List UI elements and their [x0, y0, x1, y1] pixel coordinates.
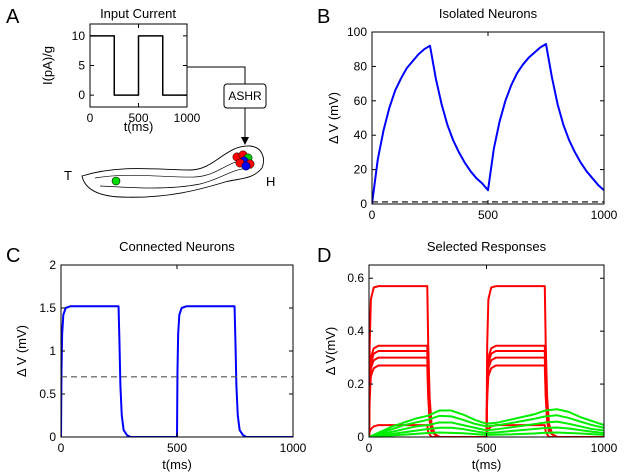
y-axis-label-c: Δ V (mV) — [14, 325, 29, 377]
x-tick-label: 500 — [167, 441, 187, 455]
series-line-d-7 — [369, 414, 604, 437]
chart-title-c: Connected Neurons — [119, 239, 235, 254]
x-tick-label: 0 — [58, 441, 65, 455]
x-tick-label: 1000 — [174, 111, 201, 125]
panel-d: D 0 500 1000 0 0.2 0.4 0.6 Selected Responses t(… — [317, 239, 618, 472]
worm-body — [81, 145, 264, 198]
x-tick-label: 500 — [476, 441, 496, 455]
y-tick-label: 0 — [357, 430, 364, 444]
series-line-d-5 — [369, 424, 604, 437]
x-tick-label: 500 — [128, 111, 148, 125]
panel-letter-b: B — [317, 6, 330, 28]
series-line-b-0 — [372, 43, 604, 204]
y-tick-label: 40 — [354, 128, 368, 142]
y-tick-label: 100 — [347, 25, 367, 39]
panel-letter-d: D — [317, 245, 331, 267]
panel-a-title: Input Current — [100, 6, 176, 21]
series-line-a-0 — [90, 35, 187, 96]
y-tick-label: 5 — [78, 59, 85, 73]
x-tick-label: 0 — [366, 441, 373, 455]
arrowhead-icon — [241, 137, 249, 145]
x-axis-label-a: t(ms) — [124, 119, 154, 134]
neuron-dot-blue — [241, 161, 251, 171]
input-current-plot: 0 500 1000 0 5 10 t(ms) I(pA)/g — [40, 23, 201, 134]
panel-letter-c: C — [6, 245, 20, 267]
tail-neuron-dot — [111, 176, 121, 186]
y-tick-label: 20 — [354, 163, 368, 177]
worm-diagram: T H — [64, 145, 275, 198]
y-tick-label: 0.6 — [347, 271, 364, 285]
x-tick-label: 1000 — [591, 441, 618, 455]
y-tick-label: 0.2 — [347, 377, 364, 391]
panel-letter-a: A — [6, 6, 20, 28]
x-tick-label: 0 — [87, 111, 94, 125]
connector-line — [187, 66, 246, 84]
x-tick-label: 0 — [369, 208, 376, 222]
axes-frame-b — [371, 31, 605, 205]
worm-inner-line-upper — [94, 159, 249, 179]
y-tick-label: 1.5 — [39, 301, 56, 315]
isolated-neurons-plot: 0 500 1000 0 20 40 60 80 100 Isolated Neurons Δ V … — [326, 6, 618, 222]
panel-a: A Input Current 0 500 1000 0 5 10 t(ms) I(pA)/g… — [6, 6, 275, 198]
y-axis-label-d: Δ V(mV) — [323, 327, 338, 375]
y-tick-label: 1 — [49, 344, 56, 358]
head-label: H — [266, 174, 275, 189]
y-tick-label: 0.5 — [39, 387, 56, 401]
chart-title-d: Selected Responses — [427, 239, 547, 254]
series-line-d-4 — [369, 364, 604, 437]
worm-inner-line-lower — [99, 167, 253, 189]
ashr-label: ASHR — [228, 89, 262, 103]
y-tick-label: 2 — [49, 258, 56, 272]
x-axis-label-c: t(ms) — [162, 457, 192, 472]
y-tick-label: 60 — [354, 94, 368, 108]
y-tick-label: 80 — [354, 59, 368, 73]
head-neuron-cluster — [232, 150, 255, 171]
selected-responses-plot: 0 500 1000 0 0.2 0.4 0.6 Selected Responses t(ms… — [323, 239, 618, 472]
y-axis-label-a: I(pA)/g — [40, 46, 55, 85]
x-tick-label: 1000 — [280, 441, 307, 455]
y-tick-label: 0 — [78, 88, 85, 102]
y-tick-label: 10 — [72, 29, 86, 43]
series-line-d-6 — [369, 408, 604, 437]
x-tick-label: 1000 — [591, 208, 618, 222]
series-line-c-0 — [61, 305, 293, 437]
x-tick-label: 500 — [478, 208, 498, 222]
x-axis-label-d: t(ms) — [472, 457, 502, 472]
connected-neurons-plot: 0 500 1000 0 0.5 1 1.5 2 Connected Neurons t(ms) Δ… — [14, 239, 307, 472]
chart-title-b: Isolated Neurons — [439, 6, 538, 21]
panel-b: B 0 500 1000 0 20 40 60 80 100 Isolated Neurons Δ … — [317, 6, 618, 222]
y-tick-label: 0 — [49, 430, 56, 444]
y-axis-label-b: Δ V (mV) — [326, 92, 341, 144]
tail-label: T — [64, 168, 72, 183]
panel-c: C 0 500 1000 0 0.5 1 1.5 2 Connected Neurons t(ms… — [6, 239, 307, 472]
y-tick-label: 0 — [360, 197, 367, 211]
y-tick-label: 0.4 — [347, 324, 364, 338]
series-line-d-8 — [369, 420, 604, 437]
